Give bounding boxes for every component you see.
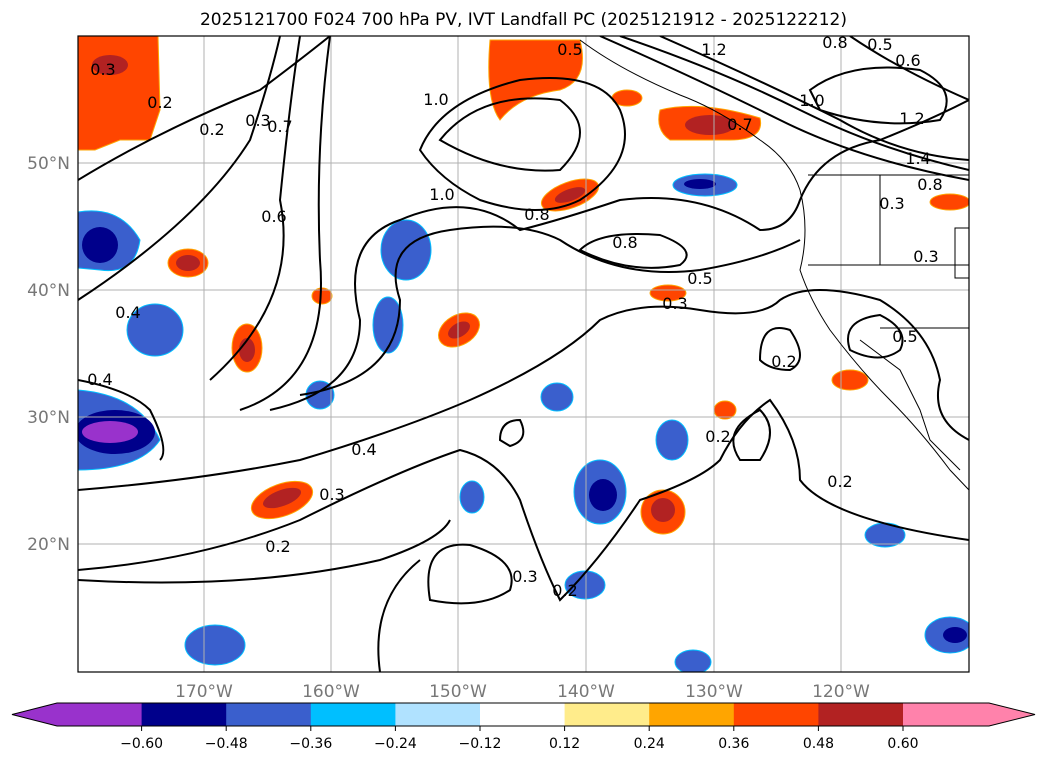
contour-label: 0.2 <box>199 120 224 139</box>
lon-label: 130°W <box>685 682 743 702</box>
pv-contours <box>78 36 969 672</box>
colorbar-tick-label: −0.36 <box>289 736 332 752</box>
contour-label: 0.6 <box>895 51 920 70</box>
colorbar-segment <box>395 703 481 726</box>
contour-label: 0.2 <box>265 537 290 556</box>
contour-label: 1.2 <box>701 40 726 59</box>
colorbar-outline <box>11 702 1036 727</box>
colorbar-segment <box>226 703 312 726</box>
contour-label: 0.8 <box>524 205 549 224</box>
coastlines <box>579 39 969 491</box>
contour-label: 0.2 <box>147 93 172 112</box>
contour-label: 1.0 <box>799 91 824 110</box>
lat-label: 20°N <box>27 535 70 555</box>
contour-label: 0.4 <box>115 303 140 322</box>
colorbar-tick-label: 0.12 <box>549 736 580 752</box>
lon-label: 170°W <box>175 682 233 702</box>
contour-label: 0.8 <box>822 33 847 52</box>
colorbar-tick-label: 0.24 <box>634 736 665 752</box>
colorbar-tick-label: 0.60 <box>887 736 918 752</box>
contour-label: 0.8 <box>917 175 942 194</box>
colorbar-segment <box>141 703 227 726</box>
colorbar-extend-low <box>12 703 143 726</box>
contour-label: 0.3 <box>662 294 687 313</box>
contour-label: 1.0 <box>429 185 454 204</box>
pv-anomaly-shading <box>78 36 969 672</box>
colorbar-tick-label: 0.48 <box>803 736 834 752</box>
contour-label: 0.3 <box>90 60 115 79</box>
lon-label: 140°W <box>557 682 615 702</box>
colorbar-segment <box>310 703 396 726</box>
colorbar-tick-label: −0.60 <box>120 736 163 752</box>
contour-label: 0.2 <box>771 352 796 371</box>
lon-label: 120°W <box>812 682 870 702</box>
lon-label: 160°W <box>302 682 360 702</box>
contour-label: 0.5 <box>867 35 892 54</box>
contour-label: 0.3 <box>879 194 904 213</box>
longitude-labels: 170°W 160°W 150°W 140°W 130°W 120°W <box>175 682 870 702</box>
lat-label: 30°N <box>27 408 70 428</box>
contour-labels: 0.3 0.2 0.2 0.3 0.7 0.6 1.0 0.5 1.2 0.8 … <box>87 33 942 600</box>
contour-label: 0.7 <box>727 115 752 134</box>
contour-label: 0.8 <box>612 233 637 252</box>
map-area: 0.3 0.2 0.2 0.3 0.7 0.6 1.0 0.5 1.2 0.8 … <box>78 33 969 672</box>
colorbar-segment <box>564 703 650 726</box>
map-title: 2025121700 F024 700 hPa PV, IVT Landfall… <box>199 10 847 30</box>
colorbar-tick-label: −0.12 <box>459 736 502 752</box>
map-frame <box>77 35 970 673</box>
colorbar-tick-label: 0.36 <box>718 736 749 752</box>
contour-label: 0.4 <box>87 370 112 389</box>
contour-label: 0.3 <box>319 485 344 504</box>
contour-label: 0.2 <box>552 581 577 600</box>
colorbar-tick-label: −0.24 <box>374 736 417 752</box>
colorbar-segment <box>733 703 819 726</box>
colorbar-extend-high <box>903 703 1035 726</box>
colorbar-tick-label: −0.48 <box>205 736 248 752</box>
contour-label: 1.0 <box>423 90 448 109</box>
lat-label: 50°N <box>27 154 70 174</box>
colorbar: −0.60 −0.48 −0.36 −0.24 −0.12 0.12 0.24 0.36 0.4… <box>11 702 1036 752</box>
colorbar-segment <box>480 703 566 726</box>
contour-label: 0.5 <box>557 40 582 59</box>
contour-label: 0.3 <box>913 247 938 266</box>
contour-label: 0.5 <box>687 269 712 288</box>
contour-label: 0.6 <box>261 207 286 226</box>
contour-label: 0.7 <box>267 117 292 136</box>
contour-label: 0.2 <box>827 472 852 491</box>
contour-label: 0.3 <box>512 567 537 586</box>
colorbar-segment <box>818 703 904 726</box>
lon-label: 150°W <box>429 682 487 702</box>
contour-label: 1.2 <box>899 109 924 128</box>
contour-label: 1.4 <box>905 149 930 168</box>
lat-label: 40°N <box>27 281 70 301</box>
contour-label: 0.5 <box>892 327 917 346</box>
colorbar-segment <box>649 703 735 726</box>
latitude-labels: 50°N 40°N 30°N 20°N <box>27 154 70 555</box>
contour-label: 0.2 <box>705 427 730 446</box>
contour-label: 0.4 <box>351 440 376 459</box>
contour-label: 0.3 <box>245 111 270 130</box>
